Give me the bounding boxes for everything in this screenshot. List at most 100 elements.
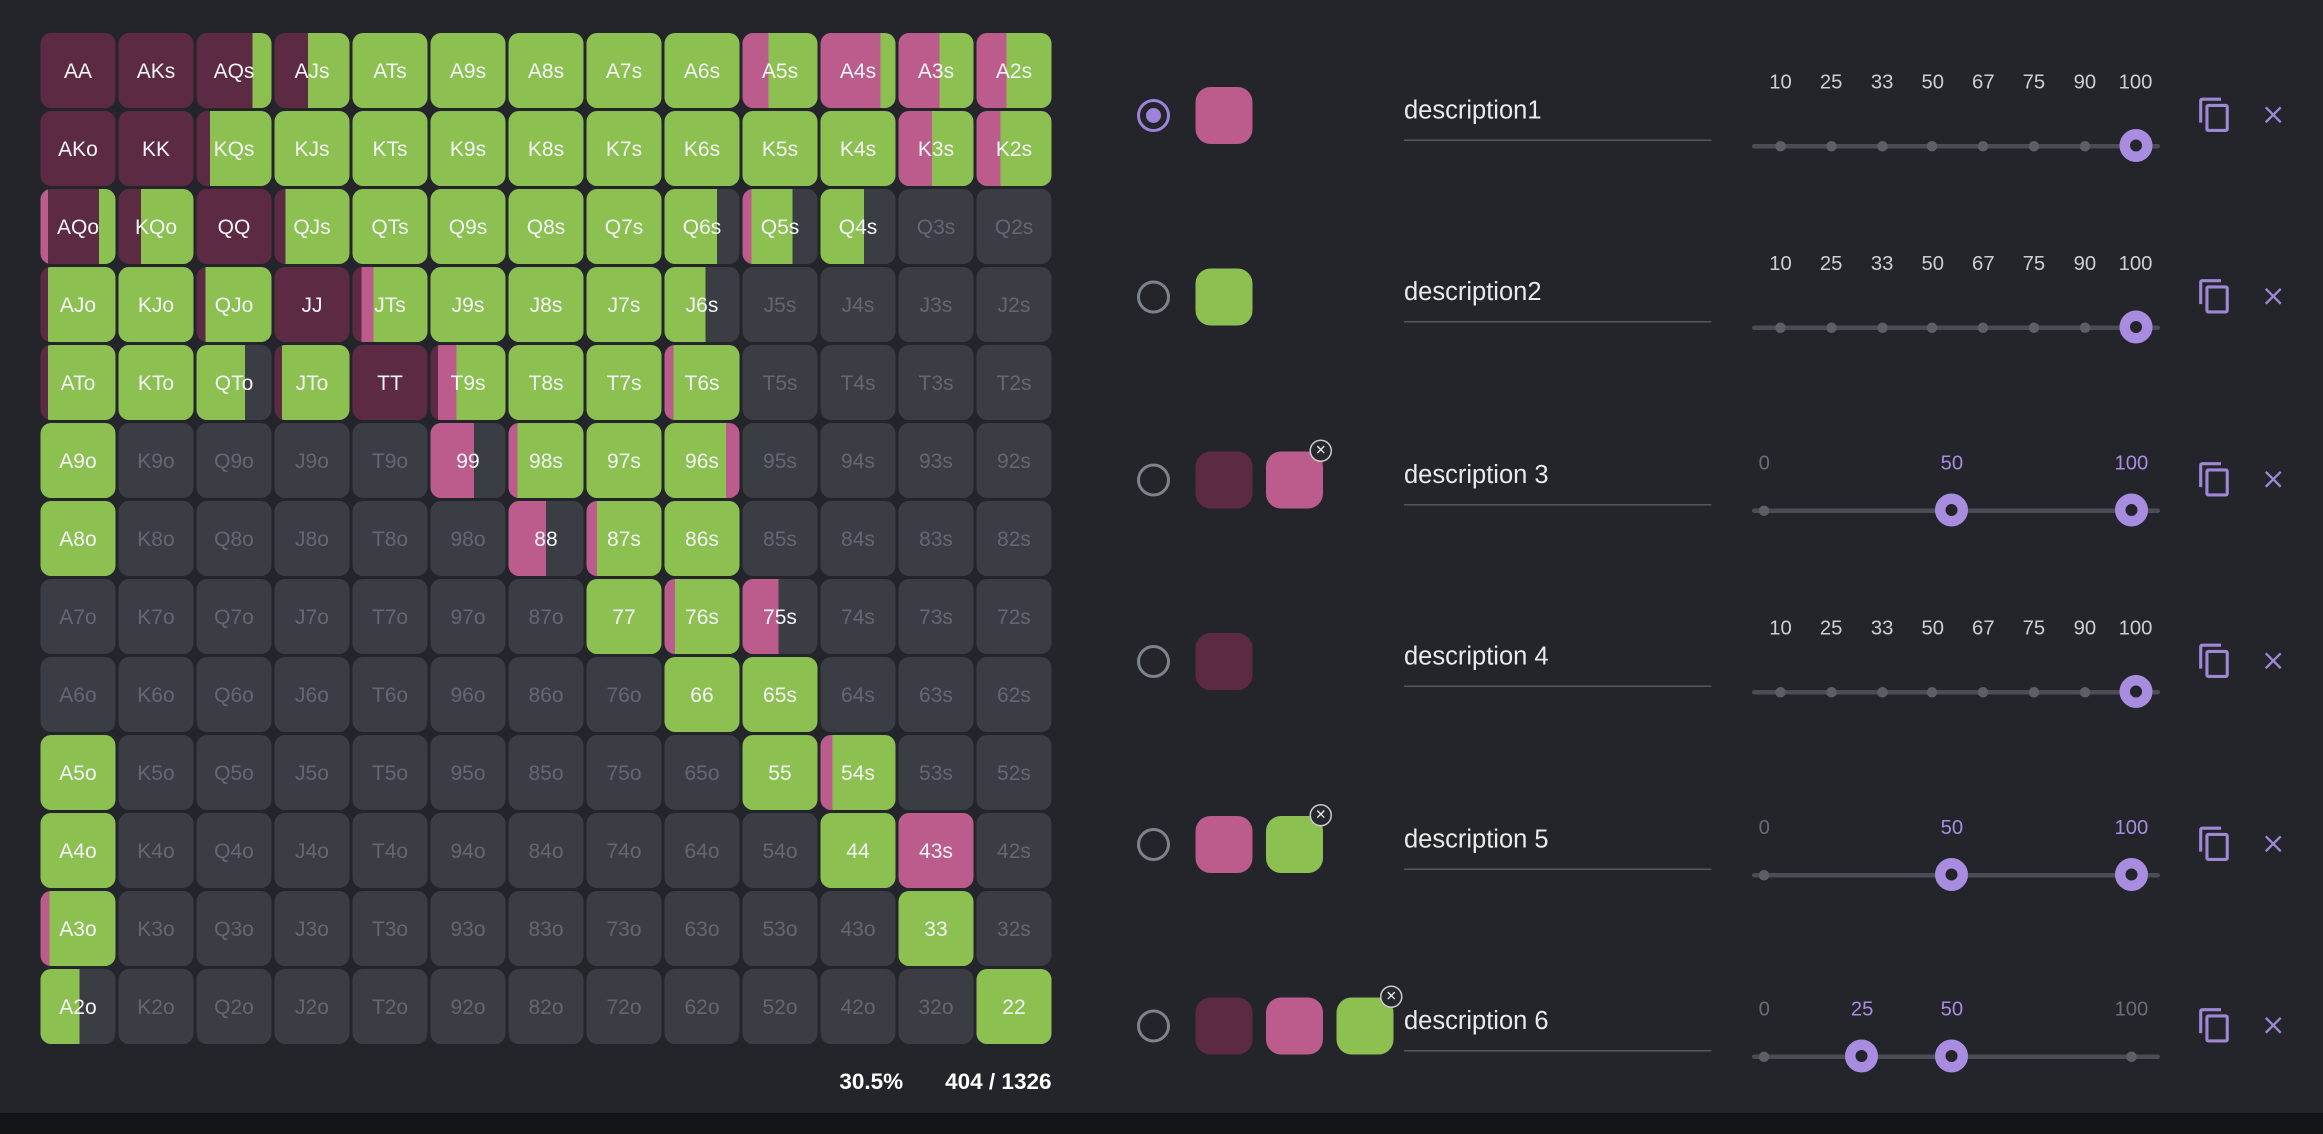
cell-K8o[interactable]: K8o: [118, 501, 194, 576]
cell-72s[interactable]: 72s: [976, 579, 1052, 654]
cell-T5o[interactable]: T5o: [352, 735, 428, 810]
cell-A7o[interactable]: A7o: [40, 579, 116, 654]
cell-KQo[interactable]: KQo: [118, 189, 194, 264]
cell-J6s[interactable]: J6s: [664, 267, 740, 342]
cell-AKs[interactable]: AKs: [118, 33, 194, 108]
cell-A6s[interactable]: A6s: [664, 33, 740, 108]
cell-A6o[interactable]: A6o: [40, 657, 116, 732]
cell-84s[interactable]: 84s: [820, 501, 896, 576]
cell-K4o[interactable]: K4o: [118, 813, 194, 888]
range-select-radio[interactable]: [1137, 1009, 1170, 1043]
slider-handle[interactable]: [2119, 129, 2153, 162]
cell-AKo[interactable]: AKo: [40, 111, 116, 186]
cell-53o[interactable]: 53o: [742, 891, 818, 966]
cell-54o[interactable]: 54o: [742, 813, 818, 888]
cell-QJs[interactable]: QJs: [274, 189, 350, 264]
cell-Q5o[interactable]: Q5o: [196, 735, 272, 810]
cell-62o[interactable]: 62o: [664, 969, 740, 1044]
cell-95o[interactable]: 95o: [430, 735, 506, 810]
cell-T3s[interactable]: T3s: [898, 345, 974, 420]
cell-86o[interactable]: 86o: [508, 657, 584, 732]
delete-range-button[interactable]: [2259, 101, 2288, 130]
cell-Q2o[interactable]: Q2o: [196, 969, 272, 1044]
cell-AQo[interactable]: AQo: [40, 189, 116, 264]
cell-T9o[interactable]: T9o: [352, 423, 428, 498]
cell-A8o[interactable]: A8o: [40, 501, 116, 576]
cell-A4s[interactable]: A4s: [820, 33, 896, 108]
cell-Q7s[interactable]: Q7s: [586, 189, 662, 264]
slider-handle[interactable]: [2114, 857, 2148, 891]
cell-53s[interactable]: 53s: [898, 735, 974, 810]
cell-86s[interactable]: 86s: [664, 501, 740, 576]
cell-83s[interactable]: 83s: [898, 501, 974, 576]
cell-A4o[interactable]: A4o: [40, 813, 116, 888]
cell-J9o[interactable]: J9o: [274, 423, 350, 498]
cell-97o[interactable]: 97o: [430, 579, 506, 654]
cell-T4o[interactable]: T4o: [352, 813, 428, 888]
cell-66[interactable]: 66: [664, 657, 740, 732]
cell-87o[interactable]: 87o: [508, 579, 584, 654]
remove-color-icon[interactable]: ✕: [1380, 985, 1403, 1008]
cell-42s[interactable]: 42s: [976, 813, 1052, 888]
cell-52o[interactable]: 52o: [742, 969, 818, 1044]
cell-Q2s[interactable]: Q2s: [976, 189, 1052, 264]
cell-J4o[interactable]: J4o: [274, 813, 350, 888]
cell-T7o[interactable]: T7o: [352, 579, 428, 654]
cell-KQs[interactable]: KQs: [196, 111, 272, 186]
range-select-radio[interactable]: [1137, 99, 1170, 132]
cell-92s[interactable]: 92s: [976, 423, 1052, 498]
range-select-radio[interactable]: [1137, 827, 1170, 861]
cell-J4s[interactable]: J4s: [820, 267, 896, 342]
cell-Q5s[interactable]: Q5s: [742, 189, 818, 264]
cell-T9s[interactable]: T9s: [430, 345, 506, 420]
cell-95s[interactable]: 95s: [742, 423, 818, 498]
cell-A5s[interactable]: A5s: [742, 33, 818, 108]
cell-T6o[interactable]: T6o: [352, 657, 428, 732]
cell-J5o[interactable]: J5o: [274, 735, 350, 810]
cell-73s[interactable]: 73s: [898, 579, 974, 654]
cell-JJ[interactable]: JJ: [274, 267, 350, 342]
cell-K2o[interactable]: K2o: [118, 969, 194, 1044]
cell-76o[interactable]: 76o: [586, 657, 662, 732]
cell-KTo[interactable]: KTo: [118, 345, 194, 420]
copy-range-button[interactable]: [2196, 278, 2234, 316]
cell-93o[interactable]: 93o: [430, 891, 506, 966]
cell-J3o[interactable]: J3o: [274, 891, 350, 966]
cell-A2s[interactable]: A2s: [976, 33, 1052, 108]
cell-ATo[interactable]: ATo: [40, 345, 116, 420]
remove-color-icon[interactable]: ✕: [1309, 439, 1332, 462]
cell-JTs[interactable]: JTs: [352, 267, 428, 342]
cell-94s[interactable]: 94s: [820, 423, 896, 498]
cell-KJo[interactable]: KJo: [118, 267, 194, 342]
cell-96o[interactable]: 96o: [430, 657, 506, 732]
cell-85s[interactable]: 85s: [742, 501, 818, 576]
cell-88[interactable]: 88: [508, 501, 584, 576]
cell-K6s[interactable]: K6s: [664, 111, 740, 186]
cell-54s[interactable]: 54s: [820, 735, 896, 810]
cell-Q8o[interactable]: Q8o: [196, 501, 272, 576]
cell-T8s[interactable]: T8s: [508, 345, 584, 420]
copy-range-button[interactable]: [2196, 1007, 2234, 1045]
color-swatch[interactable]: ✕: [1266, 803, 1332, 873]
cell-55[interactable]: 55: [742, 735, 818, 810]
color-swatch[interactable]: [1195, 633, 1253, 691]
cell-K5o[interactable]: K5o: [118, 735, 194, 810]
cell-QTo[interactable]: QTo: [196, 345, 272, 420]
color-swatch[interactable]: [1195, 87, 1253, 144]
cell-K9o[interactable]: K9o: [118, 423, 194, 498]
slider-handle[interactable]: [1845, 1039, 1879, 1073]
cell-87s[interactable]: 87s: [586, 501, 662, 576]
color-swatch[interactable]: [1195, 451, 1253, 509]
cell-62s[interactable]: 62s: [976, 657, 1052, 732]
cell-Q6o[interactable]: Q6o: [196, 657, 272, 732]
cell-T8o[interactable]: T8o: [352, 501, 428, 576]
cell-A2o[interactable]: A2o: [40, 969, 116, 1044]
cell-K9s[interactable]: K9s: [430, 111, 506, 186]
color-swatch[interactable]: [1195, 815, 1253, 873]
cell-82s[interactable]: 82s: [976, 501, 1052, 576]
cell-AQs[interactable]: AQs: [196, 33, 272, 108]
cell-Q4o[interactable]: Q4o: [196, 813, 272, 888]
slider-handle[interactable]: [1935, 1039, 1969, 1073]
cell-T7s[interactable]: T7s: [586, 345, 662, 420]
cell-99[interactable]: 99: [430, 423, 506, 498]
